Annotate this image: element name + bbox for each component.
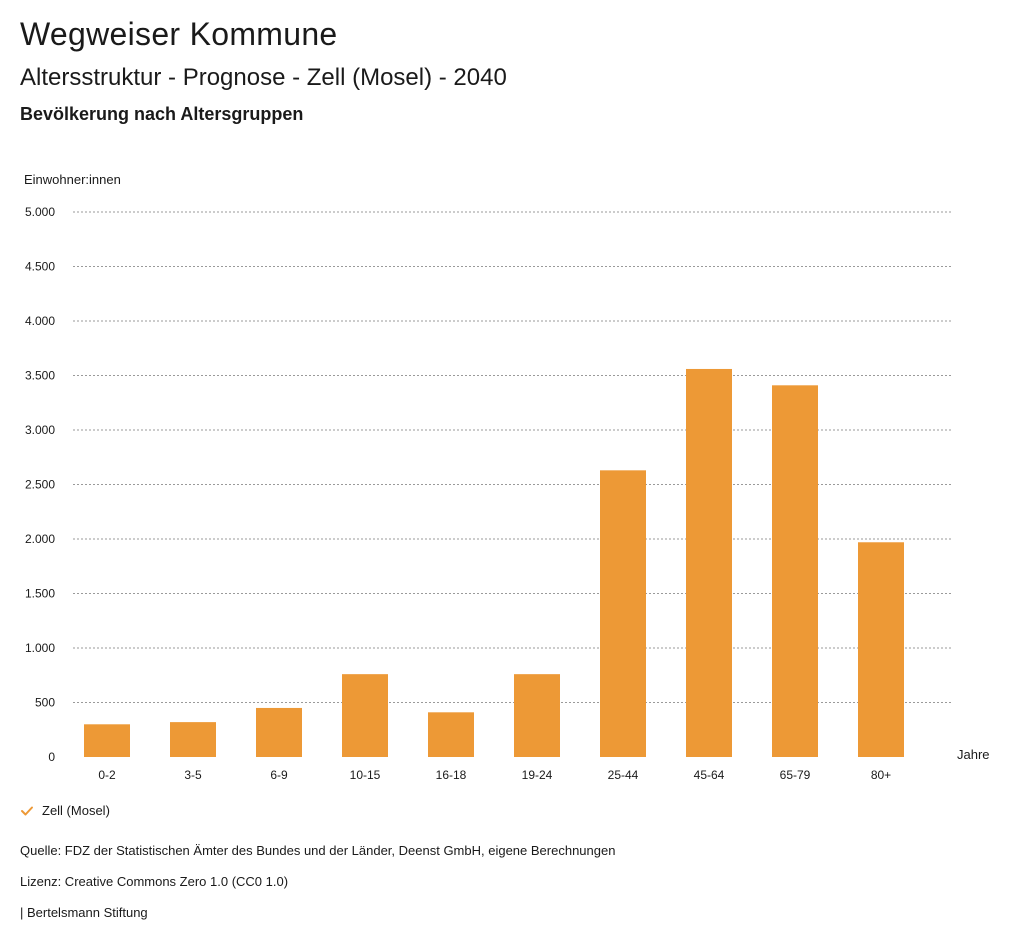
bar-6-9[interactable]	[256, 707, 302, 757]
x-tick-label: 65-79	[780, 768, 811, 782]
x-axis-label: Jahre	[957, 747, 990, 762]
y-tick-label: 500	[35, 696, 55, 710]
organization-note: | Bertelsmann Stiftung	[20, 905, 148, 920]
x-tick-label: 45-64	[694, 768, 725, 782]
legend-label: Zell (Mosel)	[42, 803, 110, 818]
bar-3-5[interactable]	[170, 722, 216, 757]
y-tick-label: 2.500	[25, 478, 55, 492]
x-tick-label: 0-2	[98, 768, 116, 782]
y-tick-label: 4.500	[25, 260, 55, 274]
y-tick-label: 3.500	[25, 369, 55, 383]
legend[interactable]: Zell (Mosel)	[20, 803, 110, 818]
bar-80+[interactable]	[858, 542, 904, 757]
x-tick-label: 3-5	[184, 768, 202, 782]
x-tick-label: 25-44	[608, 768, 639, 782]
page-title: Wegweiser Kommune	[20, 16, 338, 52]
chart-section-title: Bevölkerung nach Altersgruppen	[20, 104, 304, 124]
bar-chart: Einwohner:innen Jahre 0 500 1.000 1.500 2.00…	[24, 172, 990, 782]
y-tick-label: 2.000	[25, 532, 55, 546]
bar-25-44[interactable]	[600, 470, 646, 757]
bar-0-2[interactable]	[84, 724, 130, 757]
bar-19-24[interactable]	[514, 674, 560, 757]
x-tick-label: 10-15	[350, 768, 381, 782]
page-subtitle: Altersstruktur - Prognose - Zell (Mosel)…	[20, 64, 507, 91]
bar-45-64[interactable]	[686, 368, 732, 757]
y-tick-label: 3.000	[25, 423, 55, 437]
source-note: Quelle: FDZ der Statistischen Ämter des …	[20, 843, 616, 858]
bar-16-18[interactable]	[428, 712, 474, 757]
x-tick-label: 80+	[871, 768, 891, 782]
y-tick-label: 0	[48, 750, 55, 764]
x-tick-label: 16-18	[436, 768, 467, 782]
bar-10-15[interactable]	[342, 674, 388, 757]
x-tick-label: 19-24	[522, 768, 553, 782]
x-tick-label: 6-9	[270, 768, 288, 782]
check-icon	[21, 806, 33, 815]
y-tick-label: 5.000	[25, 205, 55, 219]
y-tick-label: 4.000	[25, 314, 55, 328]
bar-65-79[interactable]	[772, 385, 818, 757]
y-axis-label: Einwohner:innen	[24, 172, 121, 187]
license-note: Lizenz: Creative Commons Zero 1.0 (CC0 1…	[20, 874, 289, 889]
y-tick-label: 1.000	[25, 641, 55, 655]
y-tick-label: 1.500	[25, 587, 55, 601]
